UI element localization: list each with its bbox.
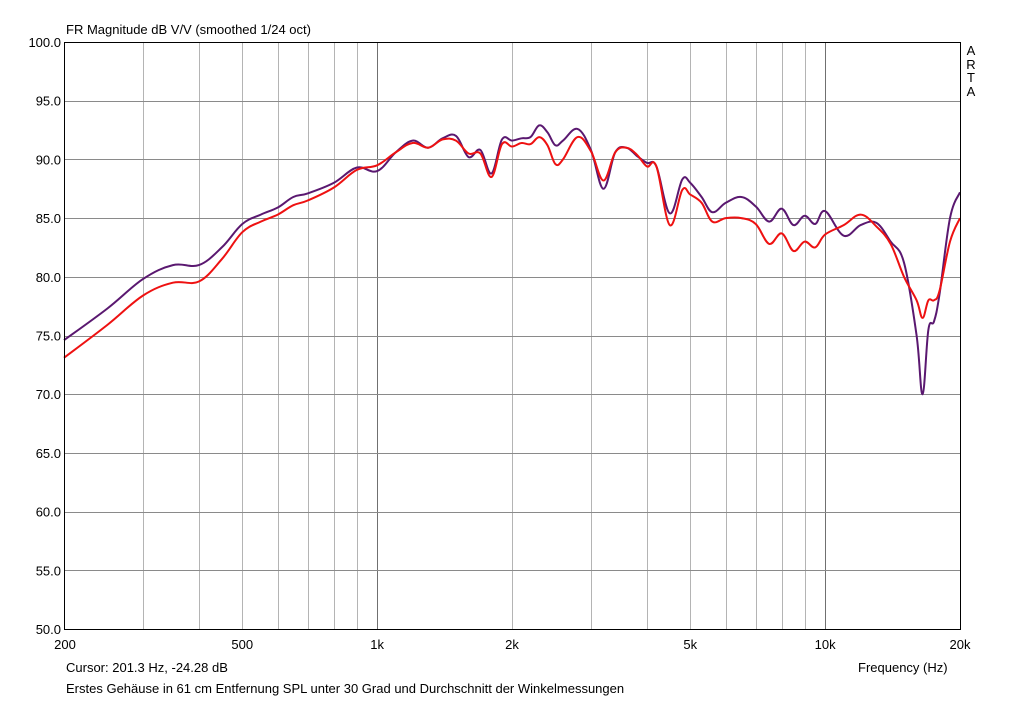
y-tick-labels: 100.0 95.0 90.0 85.0 80.0 75.0 70.0 65.0 60.0 55.…: [28, 35, 61, 637]
x-tick-label: 20k: [950, 637, 971, 652]
cursor-readout: Cursor: 201.3 Hz, -24.28 dB: [66, 660, 228, 675]
x-tick-label: 200: [54, 637, 76, 652]
y-tick-label: 95.0: [36, 94, 61, 109]
y-tick-label: 80.0: [36, 270, 61, 285]
brand-letter: T: [967, 70, 975, 85]
arta-brand: A R T A: [965, 44, 977, 98]
y-tick-label: 50.0: [36, 622, 61, 637]
plot-frame: [64, 42, 961, 630]
x-tick-labels: 200 500 1k 2k 5k 10k 20k: [54, 637, 971, 652]
y-tick-label: 70.0: [36, 387, 61, 402]
y-tick-label: 55.0: [36, 563, 61, 578]
chart-caption: Erstes Gehäuse in 61 cm Entfernung SPL u…: [66, 681, 625, 696]
y-tick-label: 60.0: [36, 505, 61, 520]
x-tick-label: 2k: [505, 637, 519, 652]
y-tick-label: 90.0: [36, 152, 61, 167]
y-tick-label: 75.0: [36, 329, 61, 344]
x-tick-label: 500: [231, 637, 253, 652]
series-line-2: [63, 135, 961, 359]
y-tick-label: 85.0: [36, 211, 61, 226]
y-tick-label: 65.0: [36, 446, 61, 461]
series-line-1: [63, 124, 961, 396]
series-layer: [63, 124, 961, 396]
x-tick-label: 10k: [815, 637, 836, 652]
chart-title: FR Magnitude dB V/V (smoothed 1/24 oct): [66, 22, 311, 37]
x-axis-label: Frequency (Hz): [858, 660, 948, 675]
brand-letter: A: [966, 43, 976, 58]
brand-letter: R: [966, 56, 976, 72]
y-tick-label: 100.0: [28, 35, 61, 50]
x-tick-label: 5k: [683, 637, 697, 652]
brand-letter: A: [966, 83, 976, 99]
grid: [64, 42, 960, 629]
x-tick-label: 1k: [370, 637, 384, 652]
